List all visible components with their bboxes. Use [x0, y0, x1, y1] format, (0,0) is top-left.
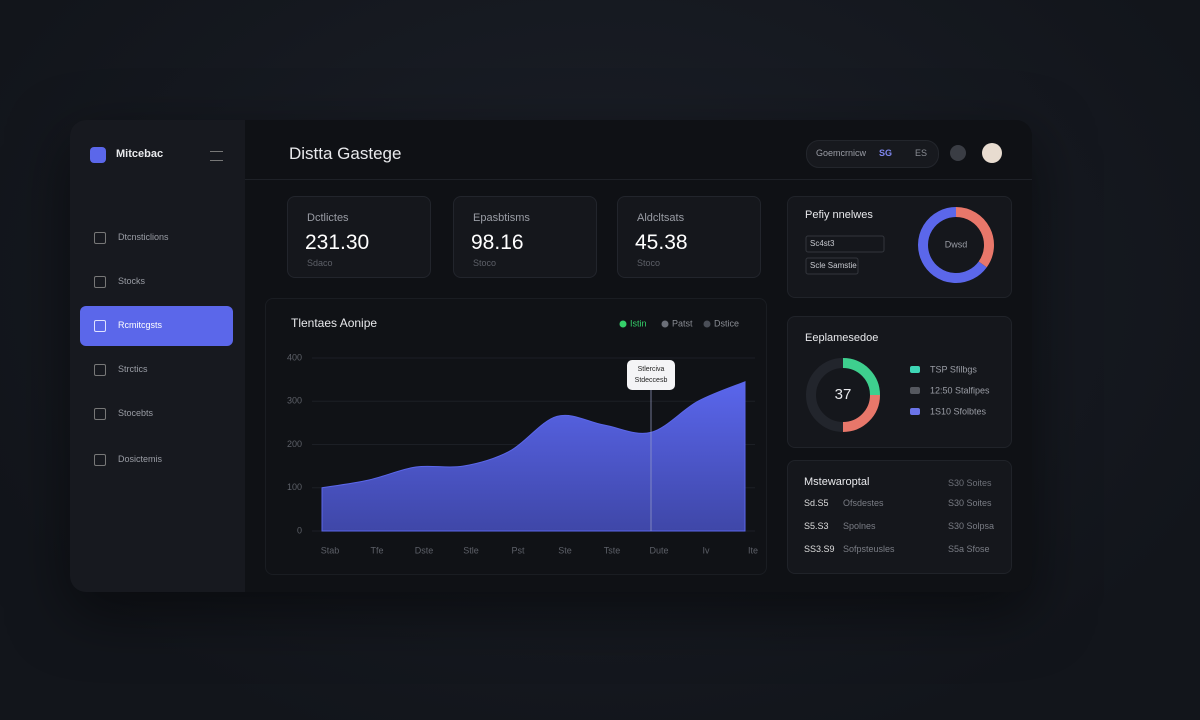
nav-label: Rcmitcgsts: [118, 320, 163, 330]
brand: Mitcebac: [116, 148, 164, 160]
row-id: Sd.S5: [804, 498, 829, 508]
nav-label: Dosictemis: [118, 454, 163, 464]
row-name: Spolnes: [843, 521, 876, 531]
nav-item[interactable]: Stocebts: [80, 394, 233, 434]
code: ES: [915, 148, 928, 158]
row-id: SS3.S9: [804, 544, 835, 554]
nav-item[interactable]: Rcmitcgsts: [80, 306, 233, 346]
nav-label: Stocebts: [118, 408, 154, 418]
nav-icon: [94, 276, 106, 288]
search-text: Goemcrnicw: [816, 148, 867, 158]
stat-value: 45.38: [635, 231, 688, 254]
nav-icon: [94, 454, 106, 466]
avatar[interactable]: [982, 143, 1002, 163]
badge: SG: [879, 148, 893, 158]
logo: [90, 147, 106, 163]
stat-label: Epasbtisms: [473, 212, 530, 224]
stat-label: Aldcltsats: [637, 212, 685, 224]
notifications[interactable]: [950, 145, 966, 161]
row-id: S5.S3: [804, 521, 829, 531]
chart-panel: [265, 298, 767, 575]
donut-panel-1: [787, 196, 1012, 298]
stat-sub: Stoco: [473, 258, 497, 268]
row-status: S30 Solpsa: [948, 521, 995, 531]
row-name: Ofsdestes: [843, 498, 884, 508]
row-status: S5a Sfose: [948, 544, 990, 554]
nav-item[interactable]: Dtcnsticlions: [80, 218, 233, 258]
nav-label: Stocks: [118, 276, 146, 286]
search[interactable]: Goemcrnicw SG ES: [806, 140, 939, 168]
nav-icon: [94, 320, 106, 332]
list-title: Mstewaroptal: [804, 476, 870, 488]
nav-label: Dtcnsticlions: [118, 232, 169, 242]
nav-item[interactable]: Strctics: [80, 350, 233, 390]
nav-icon: [94, 232, 106, 244]
row-name: Sofpsteusles: [843, 544, 895, 554]
stat-card: Dctlictes 231.30 Sdaco: [287, 196, 431, 278]
stat-label: Dctlictes: [307, 212, 349, 224]
stat-sub: Sdaco: [307, 258, 333, 268]
nav-icon: [94, 364, 106, 376]
list-head: S30 Soites: [948, 478, 992, 488]
dashboard: Mitcebac Dtcnsticlions Stocks Rcmitcgsts St…: [70, 120, 1032, 592]
donut-panel-2: [787, 316, 1012, 448]
nav-label: Strctics: [118, 364, 148, 374]
row-status: S30 Soites: [948, 498, 992, 508]
stat-card: Aldcltsats 45.38 Stoco: [617, 196, 761, 278]
page-title: Distta Gastege: [289, 144, 402, 163]
nav-icon: [94, 408, 106, 420]
nav-item[interactable]: Dosictemis: [80, 440, 233, 480]
stat-value: 98.16: [471, 231, 524, 254]
nav-item[interactable]: Stocks: [80, 262, 233, 302]
stat-value: 231.30: [305, 231, 370, 254]
sidebar: Mitcebac Dtcnsticlions Stocks Rcmitcgsts St…: [70, 120, 245, 592]
stat-card: Epasbtisms 98.16 Stoco: [453, 196, 597, 278]
menu-icon[interactable]: [210, 151, 223, 161]
divider: [245, 179, 1032, 180]
stat-sub: Stoco: [637, 258, 661, 268]
list-panel: [787, 460, 1012, 574]
